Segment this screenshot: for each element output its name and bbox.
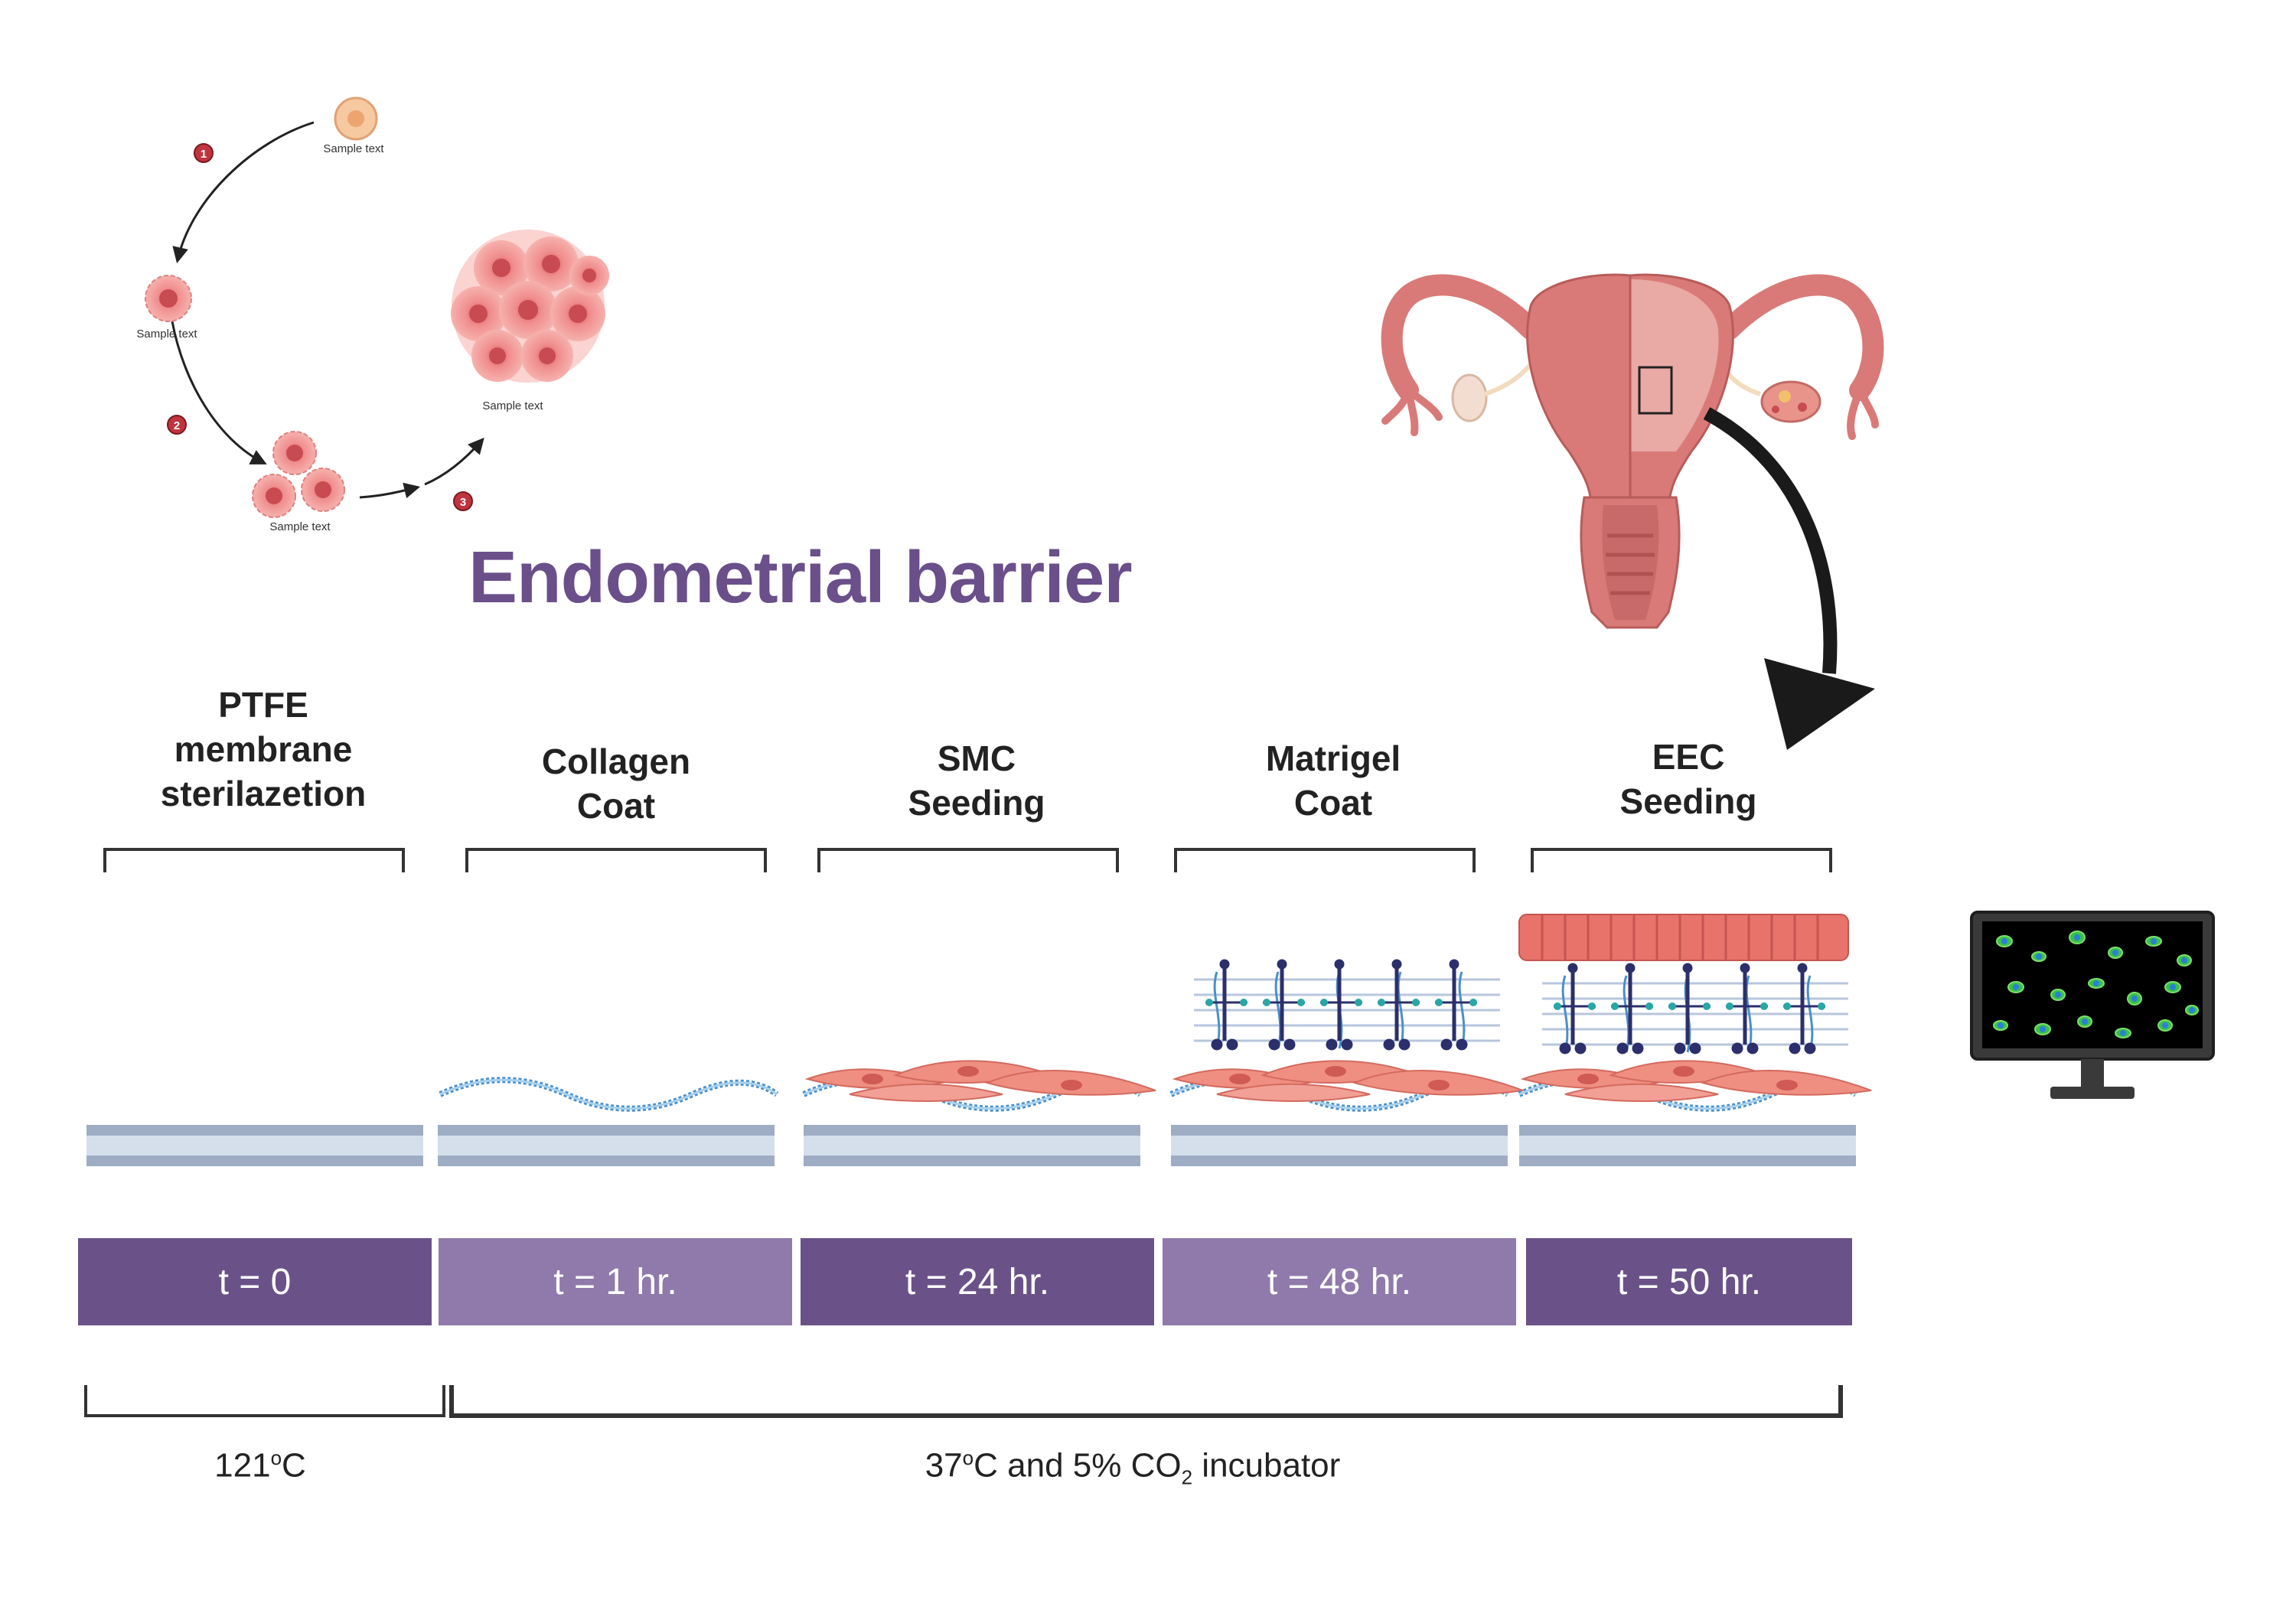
- ptfe-membrane: [86, 1125, 423, 1166]
- single-cell: [145, 275, 192, 322]
- cycle-step-1: 1: [194, 143, 214, 163]
- stage-title-ptfe: PTFE membrane sterilazetion: [160, 685, 367, 813]
- monitor-icon: [1970, 911, 2215, 1099]
- time-label-t50: t = 50 hr.: [1616, 1261, 1762, 1302]
- time-label-t0: t = 0: [218, 1261, 292, 1302]
- cycle-label-single-cell: Sample text: [136, 328, 197, 341]
- three-cells: [252, 431, 345, 518]
- eec-layer: [1518, 914, 1849, 961]
- time-box-t24: t = 24 hr.: [801, 1238, 1154, 1325]
- page-title: Endometrial barrier: [468, 536, 1133, 618]
- selection-box: [1638, 366, 1673, 415]
- time-box-t1: t = 1 hr.: [439, 1238, 792, 1325]
- sterilization-temp: 121oC: [214, 1446, 306, 1485]
- incubator-conditions: 37oC and 5% CO2 incubator: [925, 1446, 1341, 1489]
- time-label-t24: t = 24 hr.: [905, 1261, 1050, 1302]
- time-label-t1: t = 1 hr.: [553, 1261, 677, 1302]
- stage-title-collagen: Collagen Coat: [541, 742, 691, 826]
- time-box-t0: t = 0: [78, 1238, 432, 1325]
- time-label-t48: t = 48 hr.: [1267, 1261, 1412, 1302]
- time-box-t50: t = 50 hr.: [1526, 1238, 1852, 1325]
- cycle-label-cluster: Sample text: [482, 399, 543, 412]
- cycle-arrow-2: [171, 321, 267, 464]
- collagen-layer: [440, 1080, 777, 1109]
- cycle-arrow-3a: [359, 482, 421, 499]
- arrow-icon: [1703, 407, 1875, 750]
- stage-illustrations: [86, 848, 1872, 1166]
- condition-brackets: [84, 1385, 1843, 1418]
- cell-cluster: [451, 230, 609, 383]
- stage-title-matrigel: Matrigel Coat: [1265, 738, 1401, 823]
- stage-title-eec: EEC Seeding: [1619, 737, 1757, 821]
- uterus-illustration: [1381, 273, 1884, 629]
- cycle-label-three-cells: Sample text: [269, 520, 331, 533]
- cycle-arrow-3b: [424, 437, 484, 486]
- cycle-arrow-1: [172, 121, 315, 264]
- cycle-step-2: 2: [167, 415, 187, 435]
- smc-layer: [807, 1060, 1156, 1102]
- matrigel-layer: [1194, 960, 1500, 1050]
- cell-cycle-diagram: [145, 96, 609, 518]
- stage-title-smc: SMC Seeding: [908, 738, 1045, 823]
- cycle-step-3: 3: [453, 491, 473, 511]
- cycle-label-egg: Sample text: [323, 142, 384, 155]
- time-box-t48: t = 48 hr.: [1163, 1238, 1516, 1325]
